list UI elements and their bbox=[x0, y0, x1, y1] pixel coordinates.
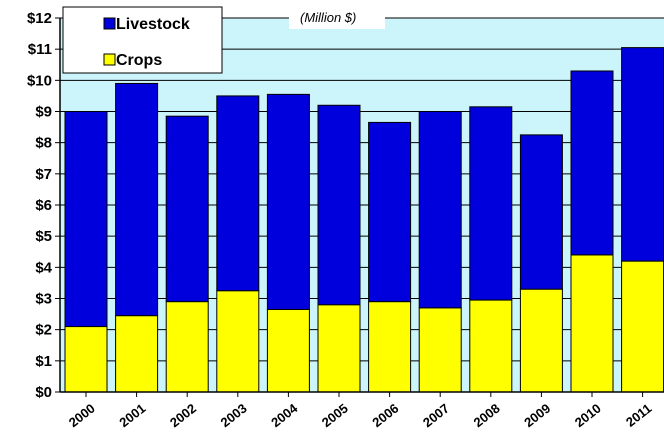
x-tick-label: 2002 bbox=[167, 401, 199, 431]
x-tick-label: 2004 bbox=[268, 400, 301, 430]
bar-crops bbox=[469, 299, 513, 393]
y-tick-label: $12 bbox=[27, 10, 52, 27]
bar-livestock bbox=[469, 106, 513, 301]
y-tick-label: $0 bbox=[35, 384, 52, 401]
subtitle-backdrop bbox=[289, 7, 385, 29]
x-tick-label: 2011 bbox=[623, 401, 654, 430]
y-tick-label: $8 bbox=[35, 135, 52, 152]
x-tick-label: 2007 bbox=[420, 401, 452, 431]
legend: Livestock Crops bbox=[62, 6, 223, 74]
y-tick-label: $5 bbox=[35, 228, 52, 245]
x-tick-label: 2008 bbox=[471, 401, 503, 431]
y-tick-label: $11 bbox=[28, 41, 52, 58]
bar-crops bbox=[418, 307, 462, 393]
bar-livestock bbox=[266, 93, 310, 310]
bar-livestock bbox=[418, 111, 462, 309]
x-tick-label: 2005 bbox=[319, 401, 351, 431]
x-tick-label: 2000 bbox=[66, 401, 98, 431]
y-tick-label: $10 bbox=[27, 72, 52, 89]
bar-crops bbox=[165, 301, 209, 393]
legend-swatch-livestock bbox=[103, 17, 116, 30]
bar-crops bbox=[621, 260, 664, 393]
y-tick-label: $1 bbox=[35, 353, 52, 370]
bar-livestock bbox=[115, 82, 159, 317]
chart-subtitle: (Million $) bbox=[300, 10, 356, 25]
bar-crops bbox=[570, 254, 614, 393]
bar-crops bbox=[317, 304, 361, 393]
bar-livestock bbox=[519, 134, 563, 290]
y-tick-label: $2 bbox=[35, 322, 52, 339]
bar-livestock bbox=[216, 95, 260, 292]
x-tick-label: 2010 bbox=[572, 401, 604, 431]
legend-swatch-crops bbox=[103, 53, 116, 66]
bar-livestock bbox=[621, 47, 664, 262]
bar-livestock bbox=[64, 111, 108, 328]
bar-crops bbox=[519, 288, 563, 393]
bar-livestock bbox=[570, 70, 614, 256]
y-tick-label: $3 bbox=[35, 291, 52, 308]
x-tick-label: 2001 bbox=[116, 401, 148, 431]
y-tick-label: $9 bbox=[35, 104, 52, 121]
bar-livestock bbox=[317, 104, 361, 306]
x-tick-label: 2003 bbox=[218, 401, 250, 431]
y-tick-label: $6 bbox=[35, 197, 52, 214]
legend-label-crops: Crops bbox=[116, 52, 162, 69]
x-tick-label: 2009 bbox=[521, 401, 553, 431]
bar-crops bbox=[64, 326, 108, 393]
bar-livestock bbox=[165, 115, 209, 303]
bar-crops bbox=[115, 315, 159, 393]
bar-crops bbox=[216, 290, 260, 393]
legend-box bbox=[62, 6, 223, 74]
bar-livestock bbox=[368, 121, 412, 303]
y-tick-label: $7 bbox=[35, 166, 52, 183]
bar-crops bbox=[266, 308, 310, 393]
x-tick-label: 2006 bbox=[369, 401, 401, 431]
legend-label-livestock: Livestock bbox=[116, 16, 190, 33]
y-tick-label: $4 bbox=[35, 259, 52, 276]
bar-crops bbox=[368, 301, 412, 393]
